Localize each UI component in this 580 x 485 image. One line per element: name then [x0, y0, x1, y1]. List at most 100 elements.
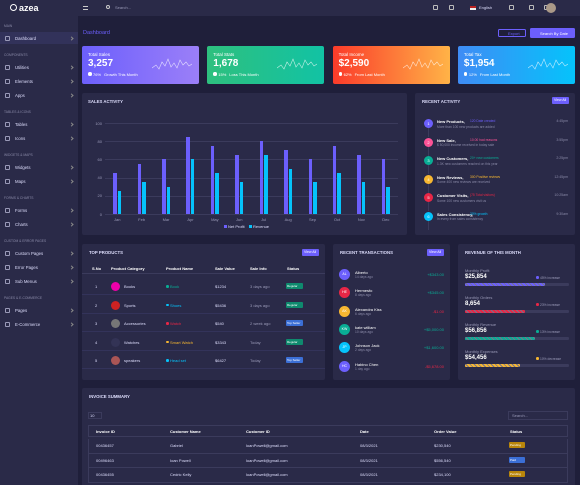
avatar: [546, 3, 556, 13]
invoice-cell: loanPowell@gmail.com: [246, 472, 288, 477]
bar: [117, 191, 122, 214]
sidebar-item[interactable]: Forms: [15, 208, 28, 213]
status-label: Regular: [287, 339, 298, 344]
stat-card: [457, 46, 575, 84]
bar: [332, 145, 337, 214]
revenue-change: 45% increase: [540, 275, 560, 280]
status-badge: [509, 456, 525, 463]
grid-line: [105, 123, 398, 124]
column-header: Sale Value: [215, 266, 235, 271]
customer-name: kate william: [355, 324, 376, 330]
menu-icon: [5, 35, 10, 41]
bar: [215, 173, 219, 214]
sidebar-item[interactable]: Custom Pages: [15, 251, 44, 256]
transaction-amount: +$345.00: [427, 290, 444, 296]
change-icon: [88, 72, 92, 76]
revenue-label: Monthly Profit: [465, 268, 490, 273]
invoice-cell: Cedric Kelly: [170, 472, 192, 477]
top-bar: [0, 0, 580, 16]
stat-value: $2,590: [338, 58, 370, 69]
invoice-cell: 08/3/2021: [360, 472, 378, 477]
status-dot: [166, 340, 169, 343]
sidebar-item[interactable]: Icons: [15, 136, 26, 141]
x-tick-label: Nov: [357, 217, 365, 222]
row-border: [88, 453, 568, 468]
status-badge: [509, 471, 525, 477]
view-all-button[interactable]: View All: [554, 98, 567, 102]
view-all-btn: [427, 249, 444, 256]
activity-panel: [415, 93, 575, 235]
change-dot: [536, 276, 539, 279]
revenue-value: 8,654: [465, 301, 481, 307]
activity-line: [428, 145, 429, 156]
sidebar-item[interactable]: Sub Menus: [15, 279, 37, 284]
sidebar-item[interactable]: Tables: [15, 122, 28, 127]
menu-icon: [5, 307, 10, 313]
view-all-button[interactable]: View All: [429, 250, 442, 254]
table-search[interactable]: Search...: [512, 413, 529, 418]
sidebar-item[interactable]: E-Commerce: [15, 322, 41, 327]
avatar: [339, 360, 350, 372]
activity-line: [428, 219, 429, 230]
product-cell: $540: [215, 321, 224, 326]
invoice-cell: 00436457: [96, 443, 114, 448]
revenue-label: Monthly Revenue: [465, 322, 497, 327]
customer-name: Alberto: [355, 270, 368, 275]
avatar: [339, 305, 350, 317]
product-name: Watch: [170, 321, 182, 326]
stat-value: 3,257: [88, 58, 114, 69]
x-tick-label: May: [211, 217, 219, 222]
sidebar-item[interactable]: Charts: [15, 222, 28, 227]
invoice-cell: Gabriel: [170, 443, 183, 448]
stat-card: [332, 46, 450, 84]
stat-label: Total Tax: [463, 52, 482, 57]
page-size[interactable]: 10: [90, 413, 95, 418]
invoice-cell: loanPowell@gmail.com: [246, 443, 288, 448]
serial-number: 4: [95, 339, 98, 345]
invoice-cell: loanPowell@gmail.com: [246, 457, 288, 463]
sparkline: [152, 58, 192, 70]
sidebar-section-title: WIDGETS & MAPS: [4, 153, 33, 157]
export-button[interactable]: Export: [508, 30, 520, 36]
activity-highlight: 120 Date created: [470, 119, 496, 123]
bar: [337, 173, 341, 214]
sidebar-item[interactable]: Error Pages: [15, 265, 38, 270]
grid-line: [105, 159, 398, 161]
header-icon: [529, 5, 534, 10]
avatar: [339, 323, 350, 335]
sidebar-section-title: CUSTOM & ERROR PAGES: [4, 239, 47, 243]
activity-text: Some 400 new reviews are received: [437, 180, 491, 184]
activity-title: New Reviews,: [437, 174, 464, 180]
activity-dot: [424, 137, 433, 147]
header-icon: [509, 5, 514, 10]
bar: [386, 186, 390, 214]
column-header: Product Name: [166, 266, 194, 271]
status-dot: [166, 303, 169, 306]
status-badge: [286, 357, 303, 363]
sidebar-item[interactable]: Utilities: [15, 65, 29, 70]
view-all-button[interactable]: View All: [304, 250, 317, 254]
transaction-time: 8 days ago: [355, 293, 372, 298]
x-tick-label: Dec: [382, 217, 390, 222]
sidebar-section-title: FORMS & CHARTS: [4, 196, 34, 200]
status-dot: [166, 359, 169, 362]
activity-line: [428, 164, 429, 174]
avatar: [339, 287, 350, 299]
activity-number: 2: [427, 139, 430, 145]
search-input[interactable]: Search...: [115, 5, 132, 10]
status-label: Regular: [287, 302, 298, 307]
sidebar-item[interactable]: Pages: [15, 308, 28, 313]
language-select[interactable]: English: [479, 5, 493, 10]
stat-card: [207, 46, 325, 84]
status-label: Top Seller: [287, 358, 301, 362]
bar: [235, 154, 239, 214]
sidebar-item[interactable]: Elements: [15, 79, 33, 84]
sidebar-item[interactable]: Apps: [15, 93, 25, 98]
sidebar-section-title: PAGES & E-COMMERCE: [4, 296, 43, 300]
product-category: Books: [124, 284, 136, 289]
date-button[interactable]: Search By Date: [540, 30, 569, 36]
bar: [308, 159, 313, 214]
sidebar-item[interactable]: Widgets: [15, 165, 31, 170]
sidebar-item[interactable]: Dashboard: [15, 36, 37, 41]
sidebar-item[interactable]: Maps: [15, 179, 26, 184]
